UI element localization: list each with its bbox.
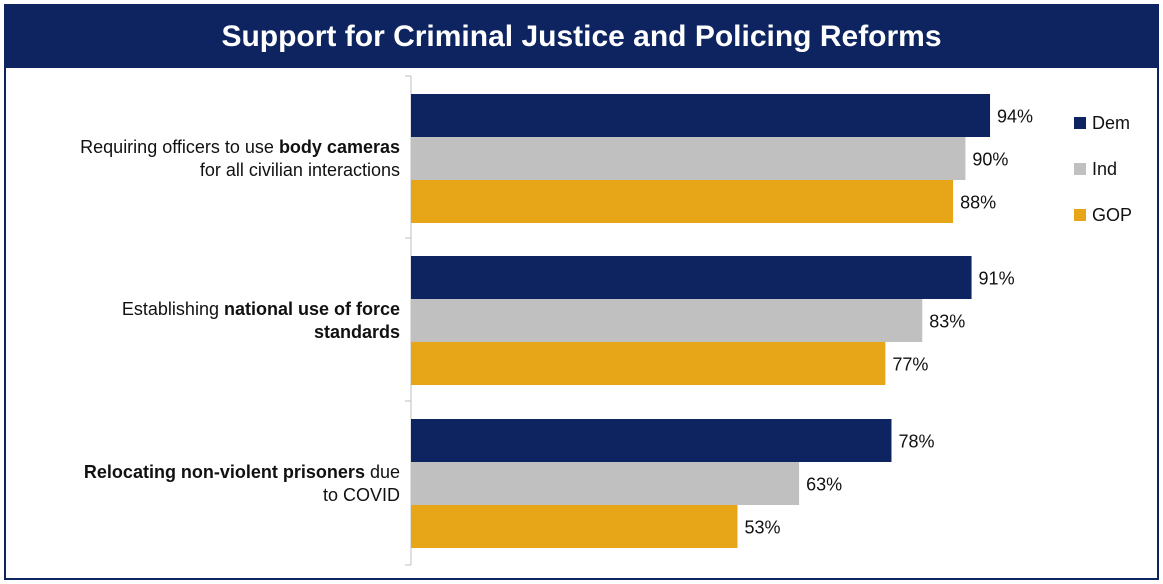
value-label-dem-1: 91% (979, 269, 1015, 289)
value-label-gop-1: 77% (892, 355, 928, 375)
value-label-gop-2: 53% (744, 518, 780, 538)
bar-gop-1 (411, 342, 886, 385)
legend: Dem Ind GOP (1074, 100, 1132, 238)
category-label-line2: for all civilian interactions (199, 159, 400, 180)
legend-swatch (1074, 163, 1086, 175)
chart-title: Support for Criminal Justice and Policin… (221, 20, 942, 53)
category-label-part: Relocating non-violent prisoners (83, 461, 365, 482)
value-label-gop-0: 88% (960, 193, 996, 213)
value-label-dem-2: 78% (898, 432, 934, 452)
category-label-part: Establishing (121, 298, 224, 319)
category-label-part: Requiring officers to use (80, 136, 279, 157)
bar-dem-0 (411, 94, 991, 137)
category-label-0: Requiring officers to use body cameras fo… (10, 136, 400, 182)
category-label-part: due (364, 461, 400, 482)
value-label-dem-0: 94% (997, 107, 1033, 127)
bar-gop-0 (411, 180, 954, 223)
category-label-2: Relocating non-violent prisoners due to C… (10, 461, 400, 507)
legend-swatch (1074, 209, 1086, 221)
category-label-line2: to COVID (322, 484, 400, 505)
legend-label: Dem (1092, 112, 1131, 133)
value-label-ind-2: 63% (806, 475, 842, 495)
legend-item-dem: Dem (1074, 100, 1132, 146)
category-label-part: body cameras (278, 136, 400, 157)
category-label-line2: standards (313, 321, 400, 342)
category-label-1: Establishing national use of force standa… (10, 298, 400, 344)
legend-label: Ind (1092, 158, 1118, 179)
title-bar: Support for Criminal Justice and Policin… (6, 6, 1157, 68)
bar-ind-1 (411, 299, 923, 342)
bar-dem-2 (411, 419, 892, 462)
legend-item-ind: Ind (1074, 146, 1132, 192)
value-label-ind-1: 83% (929, 312, 965, 332)
bar-dem-1 (411, 256, 972, 299)
bar-gop-2 (411, 505, 738, 548)
bar-ind-2 (411, 462, 800, 505)
value-label-ind-0: 90% (972, 150, 1008, 170)
legend-swatch (1074, 117, 1086, 129)
legend-item-gop: GOP (1074, 192, 1132, 238)
legend-label: GOP (1092, 204, 1133, 225)
category-label-part: national use of force (223, 298, 400, 319)
bar-ind-0 (411, 137, 966, 180)
